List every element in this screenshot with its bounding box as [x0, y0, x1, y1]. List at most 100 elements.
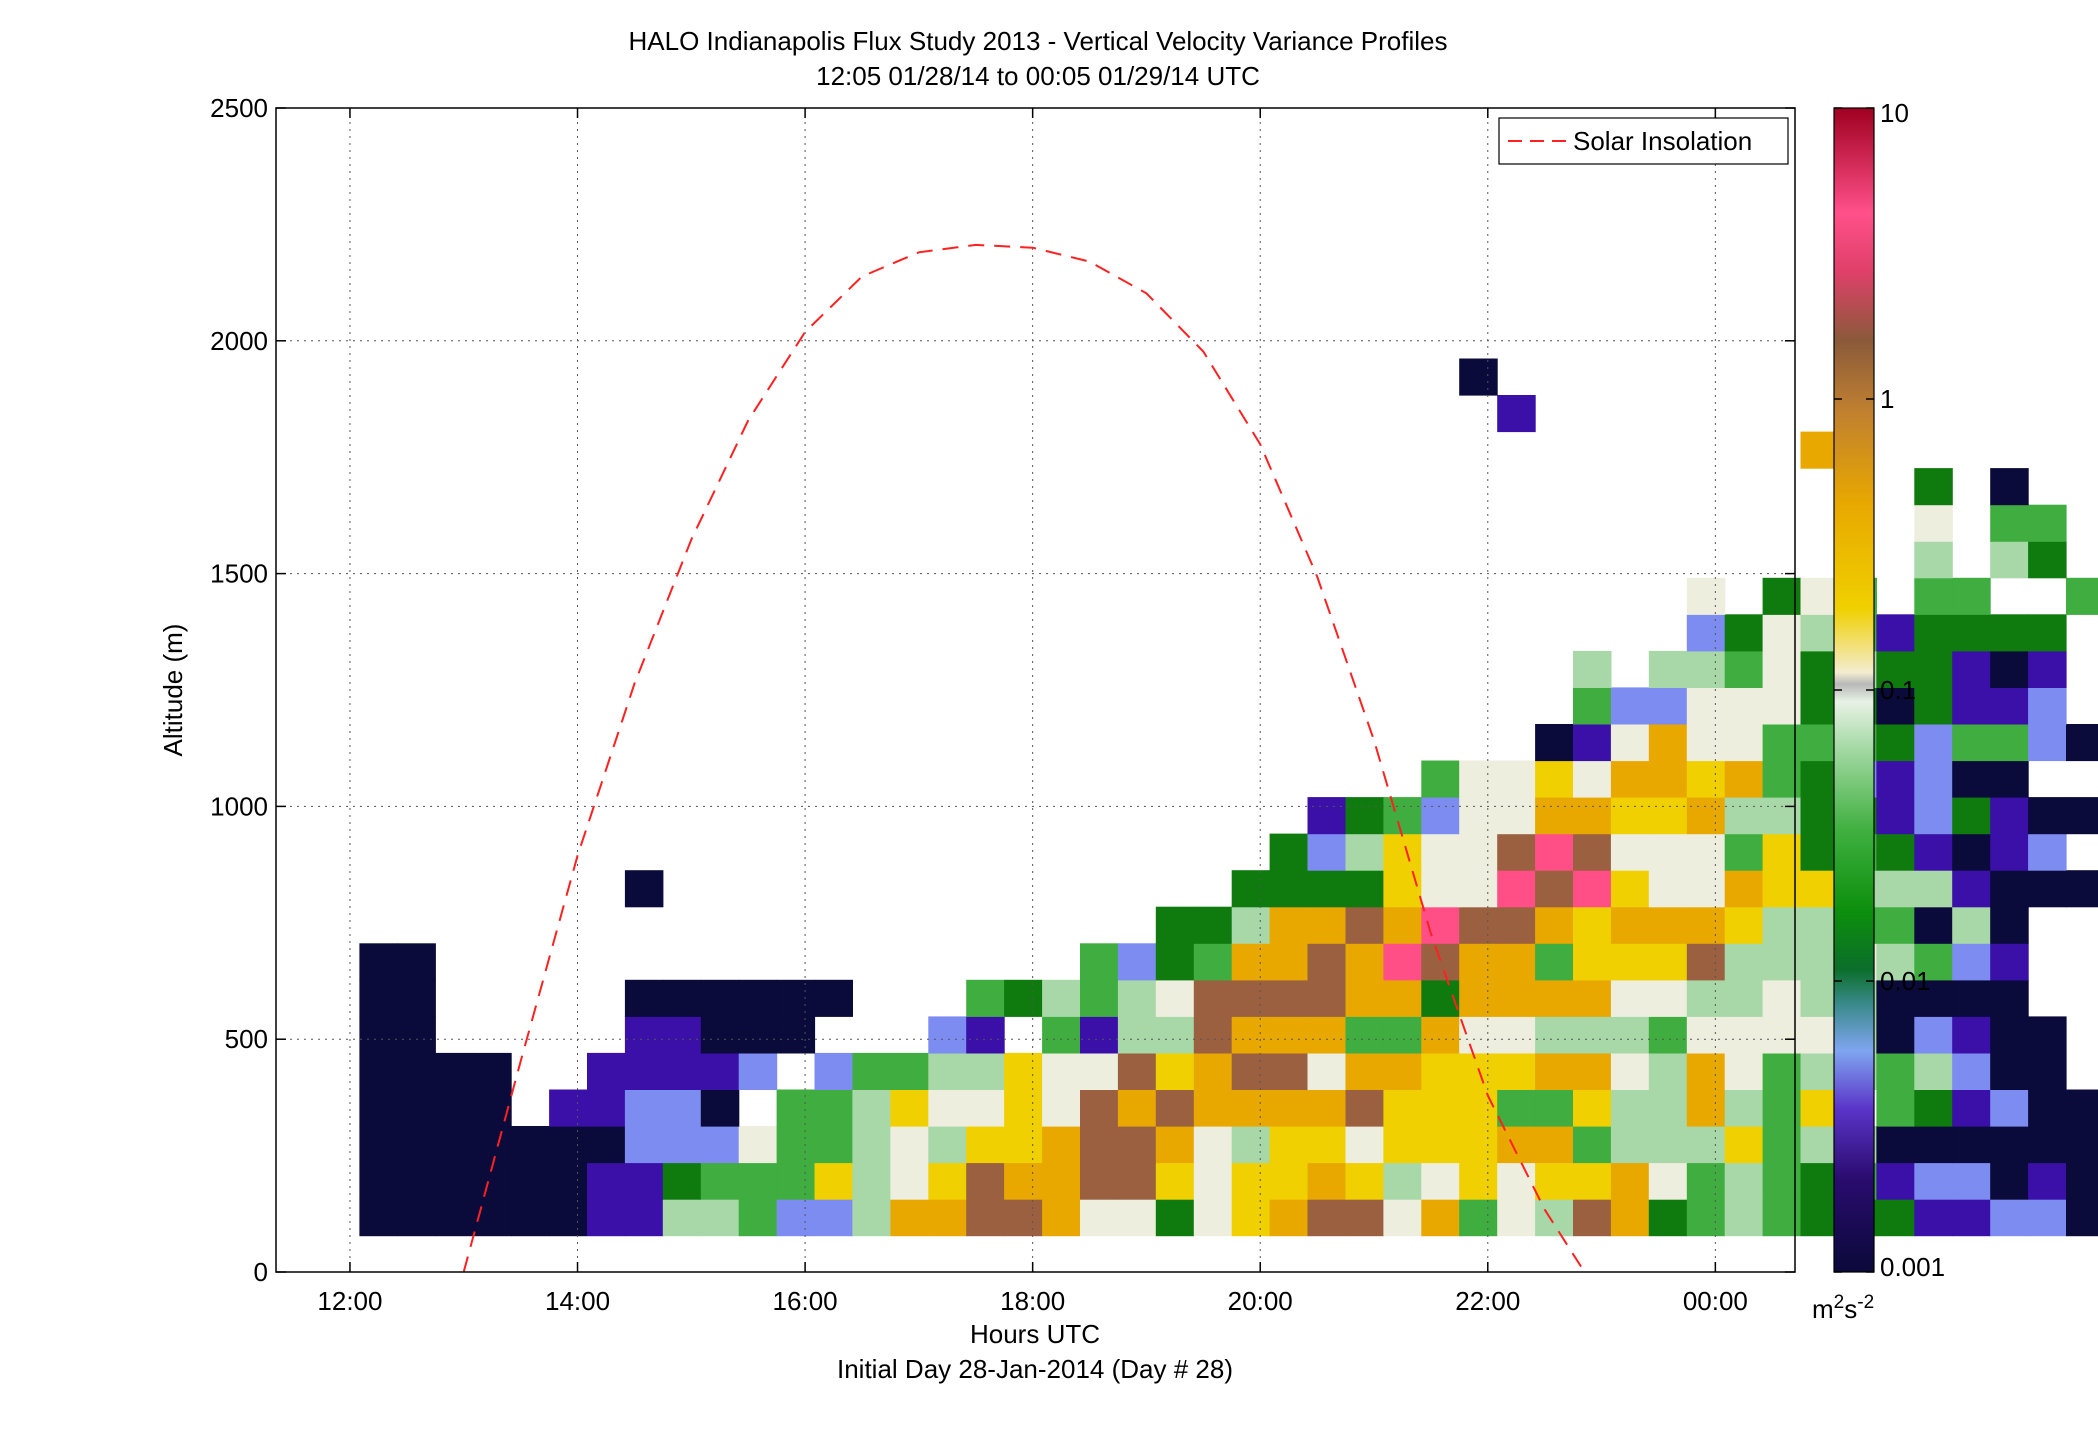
- heatmap-cell: [1231, 943, 1271, 981]
- heatmap-cell: [1535, 833, 1574, 871]
- heatmap-cell: [1497, 833, 1536, 871]
- heatmap-cell: [397, 1016, 436, 1054]
- heatmap-cell: [1117, 1162, 1157, 1200]
- heatmap-cell: [1459, 870, 1498, 908]
- heatmap-cell: [1535, 979, 1574, 1017]
- heatmap-cell: [1231, 906, 1271, 944]
- heatmap-cell: [1914, 760, 1953, 798]
- heatmap-cell: [1155, 1016, 1195, 1054]
- heatmap-cell: [587, 1052, 626, 1090]
- heatmap-cell: [1876, 760, 1915, 798]
- heatmap-cell: [700, 1016, 740, 1054]
- heatmap-cell: [814, 1052, 853, 1090]
- heatmap-cell: [549, 1199, 588, 1237]
- plot-frame: [275, 107, 1796, 1273]
- heatmap-cell: [624, 1126, 664, 1164]
- heatmap-cell: [1876, 687, 1915, 725]
- heatmap-cell: [1383, 943, 1422, 981]
- heatmap-cell: [1914, 614, 1953, 652]
- heatmap-cell: [1573, 979, 1612, 1017]
- heatmap-cell: [1155, 943, 1195, 981]
- heatmap-cell: [1876, 1016, 1915, 1054]
- heatmap-cell: [1990, 541, 2029, 579]
- heatmap-cell: [624, 1052, 664, 1090]
- heatmap-cell: [435, 1162, 474, 1200]
- heatmap-cell: [2028, 870, 2067, 908]
- heatmap-cell: [662, 979, 702, 1017]
- heatmap-cell: [1800, 760, 1839, 798]
- heatmap-cell: [1990, 650, 2029, 688]
- colorbar-tick-label: 0.1: [1880, 675, 1916, 705]
- heatmap-cell: [1990, 504, 2029, 542]
- heatmap-cell: [1080, 1016, 1119, 1054]
- heatmap-cell: [1421, 760, 1460, 798]
- heatmap-cell: [1497, 1162, 1536, 1200]
- heatmap-cell: [1345, 979, 1384, 1017]
- heatmap-cell: [1800, 724, 1839, 762]
- heatmap-cell: [2028, 687, 2067, 725]
- heatmap-cell: [1307, 1162, 1346, 1200]
- legend-box: [1498, 117, 1789, 165]
- heatmap-cell: [1193, 979, 1233, 1017]
- heatmap-cell: [1686, 1126, 1726, 1164]
- heatmap-cell: [2028, 1199, 2067, 1237]
- solar-insolation-line: [462, 243, 1586, 1273]
- heatmap-cell: [1686, 577, 1726, 615]
- heatmap-cell: [852, 1162, 891, 1200]
- heatmap-cell: [1535, 906, 1574, 944]
- heatmap-cell: [890, 1089, 929, 1127]
- heatmap-cell: [359, 1016, 398, 1054]
- heatmap-cell: [1876, 1199, 1915, 1237]
- heatmap-cell: [1573, 833, 1612, 871]
- heatmap-cell: [1269, 1089, 1309, 1127]
- heatmap-cell: [2066, 1126, 2098, 1164]
- heatmap-cell: [1800, 943, 1839, 981]
- heatmap-cell: [1307, 1052, 1346, 1090]
- heatmap-cell: [1269, 979, 1309, 1017]
- heatmap-cell: [1383, 1126, 1422, 1164]
- colorbar-tick-label: 0.001: [1880, 1252, 1945, 1282]
- heatmap-cell: [587, 1089, 626, 1127]
- heatmap-cell: [890, 1126, 929, 1164]
- heatmap-cell: [1345, 797, 1384, 835]
- heatmap-cell: [1990, 870, 2029, 908]
- heatmap-cell: [1610, 687, 1650, 725]
- heatmap-cell: [700, 1199, 740, 1237]
- heatmap-cell: [1648, 724, 1688, 762]
- heatmap-cell: [1990, 1126, 2029, 1164]
- heatmap-cell: [1686, 797, 1726, 835]
- heatmap-cell: [1269, 906, 1309, 944]
- heatmap-cell: [1914, 687, 1953, 725]
- heatmap-cell: [1876, 1052, 1915, 1090]
- heatmap-cell: [1686, 833, 1726, 871]
- heatmap-cell: [776, 1199, 816, 1237]
- heatmap-cell: [1800, 1052, 1839, 1090]
- heatmap-cell: [1990, 906, 2029, 944]
- heatmap-cell: [1497, 906, 1536, 944]
- heatmap-cell: [1345, 1162, 1384, 1200]
- heatmap-cell: [511, 1126, 550, 1164]
- heatmap-cell: [1876, 1089, 1915, 1127]
- heatmap-cell: [1383, 833, 1422, 871]
- heatmap-cell: [1459, 943, 1498, 981]
- heatmap-cell: [966, 979, 1005, 1017]
- heatmap-cell: [2028, 504, 2067, 542]
- heatmap-cell: [814, 1126, 853, 1164]
- heatmap-cell: [1876, 943, 1915, 981]
- heatmap-cell: [662, 1089, 702, 1127]
- heatmap-cell: [1117, 1016, 1157, 1054]
- heatmap-cell: [1231, 1089, 1271, 1127]
- heatmap-cell: [1800, 1089, 1839, 1127]
- heatmap-cell: [1610, 906, 1650, 944]
- heatmap-cell: [1117, 1089, 1157, 1127]
- heatmap-cell: [1573, 1089, 1612, 1127]
- heatmap-cell: [738, 1016, 778, 1054]
- heatmap-cell: [1573, 687, 1612, 725]
- heatmap-cell: [814, 1162, 853, 1200]
- heatmap-cell: [1231, 870, 1271, 908]
- heatmap-cell: [1610, 833, 1650, 871]
- heatmap-cell: [1952, 1089, 1991, 1127]
- heatmap-cell: [1952, 1016, 1991, 1054]
- heatmap-cell: [1724, 906, 1764, 944]
- heatmap-cell: [1345, 906, 1384, 944]
